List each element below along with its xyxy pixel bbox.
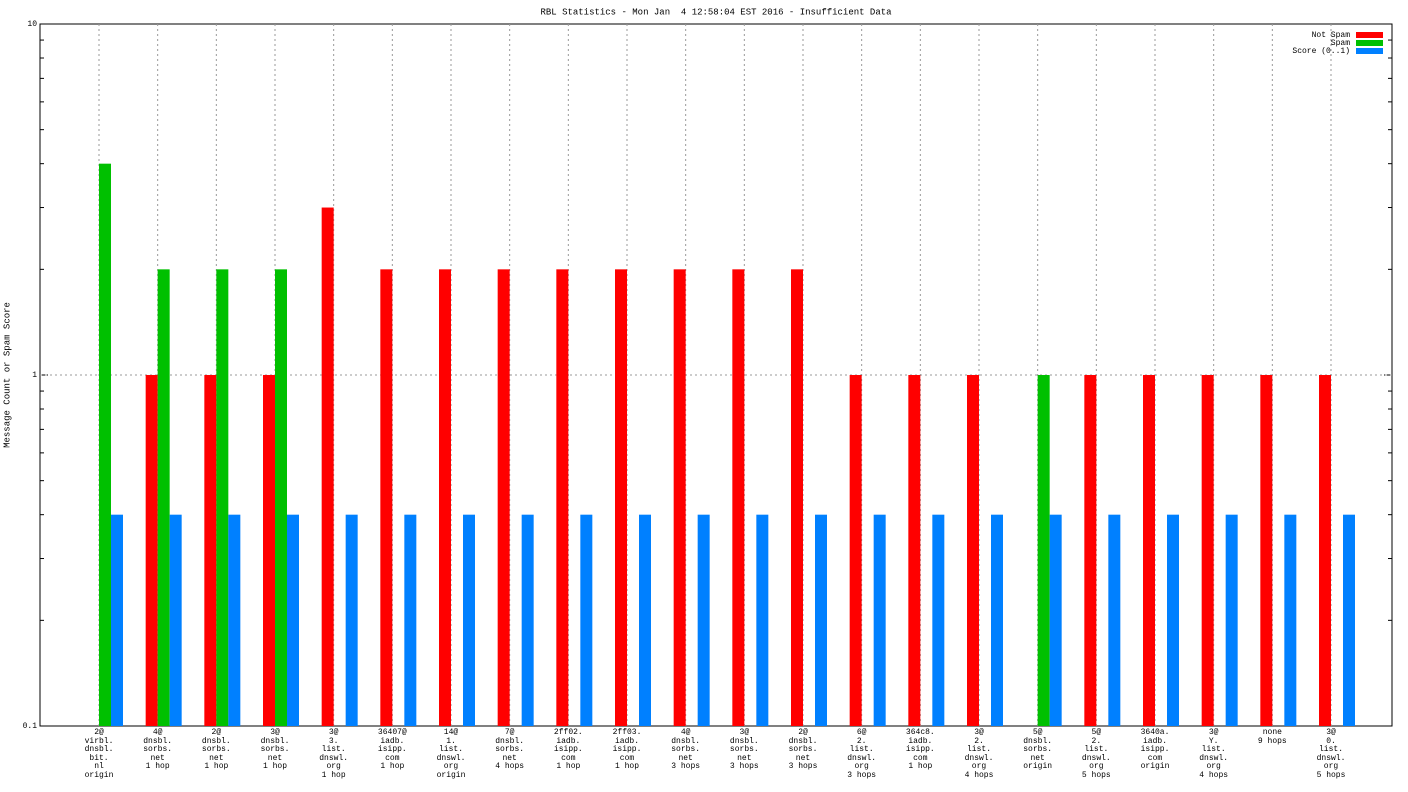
bar	[216, 269, 229, 726]
bar	[1343, 514, 1355, 726]
bar	[1037, 375, 1050, 726]
bar	[967, 375, 979, 726]
bar	[228, 514, 241, 726]
legend-label: Score (0..1)	[1292, 47, 1350, 56]
bar	[1084, 375, 1097, 726]
bar	[380, 269, 393, 726]
bar	[404, 514, 417, 726]
x-tick-label: 3@ 0. list. dnswl. org 5 hops	[1316, 728, 1346, 780]
bar	[345, 514, 358, 726]
x-tick-label: none 9 hops	[1257, 728, 1287, 746]
y-tick-label: 10	[27, 20, 37, 29]
bar	[439, 269, 451, 726]
x-tick-label: 364c8. iadb. isipp. com 1 hop	[905, 728, 935, 772]
bar	[1143, 375, 1155, 726]
bar	[497, 269, 510, 726]
y-tick-label: 0.1	[23, 722, 38, 731]
bar	[521, 514, 534, 726]
bar	[1201, 375, 1214, 726]
bar	[673, 269, 686, 726]
y-axis-label: Message Count or Spam Score	[2, 302, 12, 448]
bar	[1049, 514, 1062, 726]
x-tick-label: 4@ dnsbl. sorbs. net 3 hops	[671, 728, 701, 772]
x-tick-label: 2@ virbl. dnsbl. bit. nl origin	[84, 728, 114, 780]
legend-swatch	[1356, 48, 1383, 54]
bar	[263, 375, 275, 726]
bar	[991, 514, 1003, 726]
bar	[1167, 514, 1179, 726]
bar	[463, 514, 475, 726]
x-tick-label: 2ff02. iadb. isipp. com 1 hop	[553, 728, 583, 772]
bar	[908, 375, 921, 726]
x-tick-label: 14@ 1. list. dnswl. org origin	[436, 728, 466, 780]
x-tick-label: 5@ dnsbl. sorbs. net origin	[1023, 728, 1053, 772]
bar	[932, 514, 945, 726]
bar	[1319, 375, 1331, 726]
bar	[791, 269, 803, 726]
bar	[556, 269, 569, 726]
x-tick-label: 6@ 2. list. dnswl. org 3 hops	[847, 728, 877, 780]
x-tick-label: 2@ dnsbl. sorbs. net 3 hops	[788, 728, 818, 772]
bar	[321, 207, 334, 726]
x-tick-label: 3640a. iadb. isipp. com origin	[1140, 728, 1170, 772]
bar	[639, 514, 651, 726]
x-tick-label: 2@ dnsbl. sorbs. net 1 hop	[201, 728, 231, 772]
bar	[169, 514, 182, 726]
legend-label: Not Spam	[1312, 31, 1351, 40]
x-tick-label: 3@ 2. list. dnswl. org 4 hops	[964, 728, 994, 780]
bar	[157, 269, 170, 726]
x-tick-label: 3@ dnsbl. sorbs. net 3 hops	[729, 728, 759, 772]
x-tick-label: 4@ dnsbl. sorbs. net 1 hop	[143, 728, 173, 772]
bar	[287, 514, 299, 726]
legend-swatch	[1356, 40, 1383, 46]
x-tick-label: 2ff03. iadb. isipp. com 1 hop	[612, 728, 642, 772]
legend-swatch	[1356, 32, 1383, 38]
chart-title: RBL Statistics - Mon Jan 4 12:58:04 EST …	[540, 7, 892, 17]
bar	[275, 269, 287, 726]
bar	[99, 163, 111, 726]
bar	[1225, 514, 1238, 726]
bar	[732, 269, 745, 726]
x-tick-label: 36407@ iadb. isipp. com 1 hop	[377, 728, 407, 772]
bar	[815, 514, 827, 726]
bar	[1108, 514, 1121, 726]
x-tick-label: 3@ 3. list. dnswl. org 1 hop	[319, 728, 349, 780]
bar	[1284, 514, 1297, 726]
x-tick-label: 7@ dnsbl. sorbs. net 4 hops	[495, 728, 525, 772]
x-tick-label: 5@ 2. list. dnswl. org 5 hops	[1081, 728, 1111, 780]
x-tick-label: 3@ Y. list. dnswl. org 4 hops	[1199, 728, 1229, 780]
bar	[873, 514, 886, 726]
bar	[756, 514, 769, 726]
bar	[697, 514, 710, 726]
bar	[615, 269, 627, 726]
bar	[145, 375, 158, 726]
bar	[580, 514, 593, 726]
bar	[849, 375, 862, 726]
y-tick-label: 1	[32, 371, 37, 380]
bar	[111, 514, 123, 726]
bar	[1260, 375, 1273, 726]
legend-label: Spam	[1331, 39, 1350, 48]
x-tick-label: 3@ dnsbl. sorbs. net 1 hop	[260, 728, 290, 772]
bar	[204, 375, 217, 726]
